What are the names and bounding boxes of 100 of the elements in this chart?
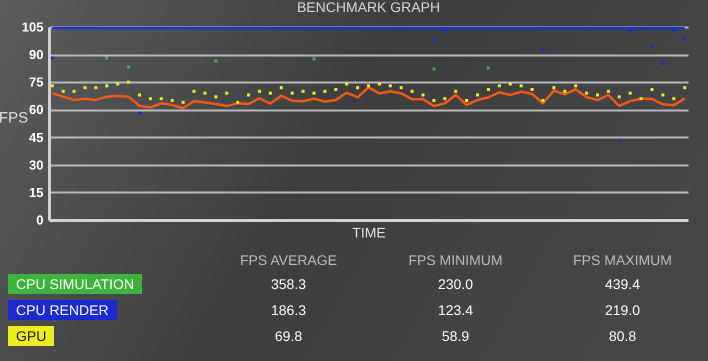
point [50, 56, 54, 60]
point [661, 94, 664, 97]
point [72, 90, 76, 93]
point [672, 30, 676, 33]
y-tick-label: 0 [36, 212, 44, 228]
point [432, 67, 436, 70]
text: FPS MAXIMUM [572, 252, 673, 268]
point [334, 88, 338, 91]
point [105, 56, 108, 60]
y-tick-label: 90 [29, 47, 44, 62]
point [192, 90, 196, 93]
point [574, 84, 578, 88]
point [606, 90, 610, 93]
text: 58.9 [440, 328, 470, 344]
x-axis-title: TIME [352, 224, 386, 240]
y-tick-label: 15 [29, 184, 44, 200]
text: 439.4 [604, 276, 642, 292]
point [563, 90, 566, 93]
point [628, 92, 632, 95]
text: CPU RENDER [8, 300, 117, 320]
point [356, 86, 360, 90]
point [640, 97, 643, 100]
point [94, 86, 98, 90]
point [280, 86, 283, 90]
point [476, 94, 480, 97]
y-tick-label: 105 [22, 20, 44, 34]
point [138, 112, 142, 115]
point [312, 92, 316, 95]
point [62, 90, 65, 93]
text: 69.8 [274, 328, 304, 344]
text: 230.0 [436, 276, 474, 292]
point [508, 82, 512, 86]
point [247, 94, 250, 97]
point [323, 90, 326, 93]
point [683, 36, 686, 40]
text: 123.4 [436, 302, 474, 318]
text: 219.0 [604, 302, 642, 318]
point [585, 92, 588, 95]
point [618, 95, 621, 98]
point [443, 97, 446, 100]
point [422, 94, 425, 97]
point [378, 82, 381, 86]
point [443, 30, 446, 33]
point [148, 97, 152, 100]
point [486, 66, 490, 70]
chart-title: BENCHMARK GRAPH [296, 0, 440, 15]
point [302, 90, 305, 93]
point [290, 92, 294, 95]
point [258, 90, 261, 93]
point [214, 95, 218, 98]
point [432, 38, 436, 42]
point [312, 57, 316, 60]
point [203, 92, 206, 95]
point [628, 30, 632, 33]
point [127, 80, 130, 84]
point [105, 84, 108, 88]
point [672, 97, 676, 100]
point [498, 84, 501, 88]
point [552, 86, 556, 90]
text: FPS AVERAGE [239, 252, 338, 268]
y-tick-label: 75 [29, 74, 44, 90]
point [345, 82, 348, 86]
point [410, 90, 414, 93]
text: GPU [8, 326, 54, 346]
point [170, 99, 174, 102]
y-tick-label: 30 [29, 157, 44, 172]
point [268, 92, 272, 95]
point [214, 60, 218, 63]
point [160, 97, 163, 100]
point [400, 86, 403, 90]
point [486, 88, 490, 91]
point [432, 99, 436, 102]
text: CPU SIMULATION [8, 274, 142, 294]
point [138, 94, 142, 97]
point [618, 139, 621, 142]
point [596, 94, 599, 97]
point [367, 84, 370, 88]
point [683, 86, 686, 90]
y-axis-title: FPS [0, 110, 28, 126]
point [530, 88, 534, 91]
point [465, 99, 468, 102]
text: 186.3 [270, 302, 308, 318]
point [650, 88, 654, 91]
point [454, 90, 458, 93]
text: 358.3 [270, 276, 308, 292]
point [236, 100, 240, 104]
y-tick-label: 60 [29, 102, 44, 118]
point [50, 84, 54, 88]
point [225, 92, 228, 95]
point [83, 86, 86, 90]
point [541, 48, 544, 51]
point [182, 100, 185, 104]
y-tick-label: 45 [29, 130, 44, 145]
point [650, 44, 654, 48]
text: FPS MINIMUM [407, 252, 504, 268]
point [116, 82, 120, 86]
point [520, 84, 523, 88]
point [541, 99, 544, 102]
point [661, 62, 664, 65]
text: 80.8 [608, 328, 638, 344]
